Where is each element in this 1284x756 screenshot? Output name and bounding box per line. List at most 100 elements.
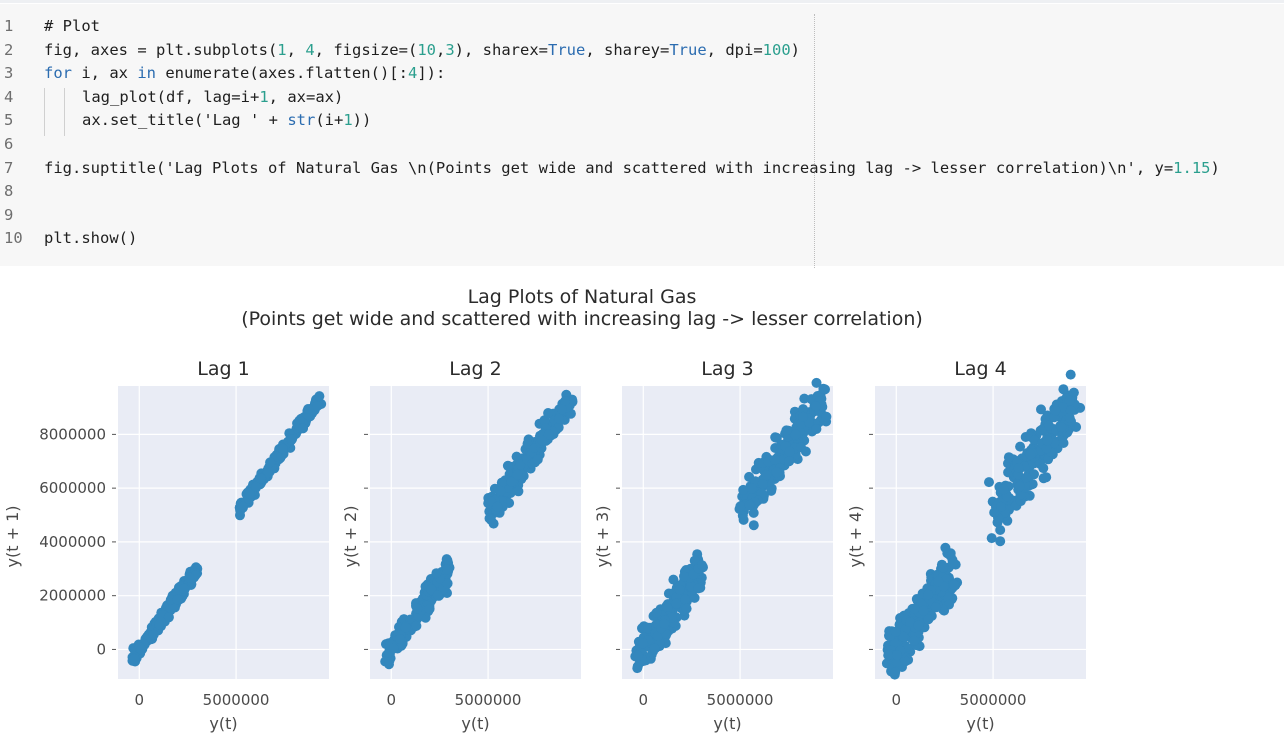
scatter-point — [986, 533, 997, 544]
scatter-point — [913, 620, 924, 631]
scatter-point — [1038, 463, 1049, 474]
x-tick-label: 0 — [892, 691, 902, 709]
scatter-point — [821, 411, 832, 422]
y-tick-label: 6000000 — [39, 479, 106, 497]
scatter-point — [681, 603, 692, 614]
scatter-point — [735, 501, 746, 512]
scatter-point — [556, 404, 567, 415]
line-length-ruler — [814, 14, 815, 268]
code-text[interactable]: lag_plot(df, lag=i+1, ax=ax) — [82, 87, 344, 106]
line-number: 9 — [4, 205, 14, 224]
scatter-point — [671, 598, 682, 609]
scatter-point — [237, 501, 248, 512]
line-number: 7 — [4, 158, 14, 177]
x-tick-label: 0 — [639, 691, 649, 709]
line-number: 6 — [4, 135, 14, 153]
x-axis-label: y(t) — [209, 714, 237, 733]
scatter-point — [485, 514, 496, 525]
scatter-point — [511, 451, 522, 462]
scatter-point — [659, 618, 670, 629]
scatter-point — [496, 477, 507, 488]
scatter-point — [1027, 479, 1038, 490]
scatter-point — [543, 429, 554, 440]
scatter-point — [1056, 422, 1067, 433]
scatter-point — [930, 602, 941, 613]
scatter-point — [1014, 481, 1025, 492]
scatter-point — [651, 607, 662, 618]
scatter-point — [312, 401, 323, 412]
scatter-point — [1003, 452, 1014, 463]
scatter-point — [769, 454, 780, 465]
scatter-point — [442, 578, 452, 589]
scatter-point — [1025, 449, 1036, 460]
scatter-point — [641, 622, 652, 633]
indent-guide — [64, 88, 65, 136]
scatter-point — [424, 603, 435, 614]
code-cell[interactable]: 1 # Plot 2 fig, axes = plt.subplots(1, 4, f… — [0, 4, 1284, 268]
cell-output: Lag Plots of Natural Gas (Points get wid… — [0, 270, 1284, 756]
scatter-point — [892, 650, 902, 661]
cell-top-border — [0, 0, 1284, 3]
scatter-point — [265, 457, 276, 468]
scatter-point — [674, 584, 685, 595]
scatter-point — [770, 432, 781, 443]
scatter-point — [388, 643, 399, 654]
scatter-point — [798, 411, 808, 422]
scatter-points — [127, 391, 327, 667]
scatter-point — [543, 408, 554, 418]
scatter-point — [1064, 412, 1075, 423]
y-axis-label: y(t + 3) — [593, 506, 612, 568]
scatter-point — [748, 507, 759, 518]
code-text[interactable]: ax.set_title('Lag ' + str(i+1)) — [82, 111, 372, 130]
scatter-point — [277, 443, 288, 454]
scatter-point — [537, 435, 548, 446]
scatter-point — [883, 650, 894, 661]
scatter-point — [918, 605, 929, 616]
scatter-point — [1029, 469, 1039, 480]
scatter-point — [148, 629, 159, 640]
scatter-point — [810, 401, 821, 412]
scatter-point — [1021, 472, 1032, 483]
code-text[interactable]: # Plot — [44, 17, 100, 35]
scatter-point — [938, 562, 949, 573]
scatter-point — [515, 459, 526, 470]
scatter-point — [1041, 443, 1052, 454]
scatter-point — [560, 396, 571, 407]
scatter-point — [1064, 395, 1075, 406]
code-text[interactable]: fig, axes = plt.subplots(1, 4, figsize=(… — [44, 40, 800, 59]
scatter-point — [940, 542, 951, 553]
scatter-point — [384, 659, 394, 670]
code-text[interactable]: plt.show() — [44, 229, 138, 248]
scatter-point — [668, 574, 679, 585]
scatter-point — [923, 614, 934, 625]
scatter-point — [649, 643, 660, 654]
scatter-point — [696, 560, 707, 571]
x-tick-label: 0 — [387, 691, 397, 709]
subplot-title: Lag 3 — [701, 358, 753, 380]
scatter-point — [314, 391, 325, 402]
scatter-point — [136, 644, 147, 655]
scatter-point — [784, 446, 795, 457]
scatter-point — [1050, 405, 1061, 416]
scatter-point — [890, 667, 901, 678]
scatter-point — [995, 536, 1006, 547]
scatter-point — [1038, 473, 1049, 484]
scatter-point — [898, 631, 909, 642]
code-text[interactable]: for i, ax in enumerate(axes.flatten()[:4… — [44, 64, 446, 83]
subplot-lag-1: Lag 1 0 5000000 y(t) y(t + 1) 0 2000000 4000000… — [3, 358, 329, 733]
lag-plots-figure: Lag Plots of Natural Gas (Points get wid… — [3, 286, 1086, 733]
scatter-point — [748, 520, 759, 531]
scatter-point — [426, 584, 437, 595]
code-text[interactable]: fig.suptitle('Lag Plots of Natural Gas \… — [44, 158, 1220, 177]
scatter-point — [662, 603, 673, 614]
scatter-point — [923, 589, 934, 600]
scatter-points — [630, 377, 832, 674]
x-tick-label: 5000000 — [455, 691, 522, 709]
scatter-point — [502, 460, 513, 471]
scatter-point — [689, 555, 700, 566]
scatter-point — [693, 583, 704, 594]
x-tick-label: 0 — [135, 691, 145, 709]
scatter-point — [154, 619, 164, 630]
scatter-point — [1057, 402, 1068, 413]
